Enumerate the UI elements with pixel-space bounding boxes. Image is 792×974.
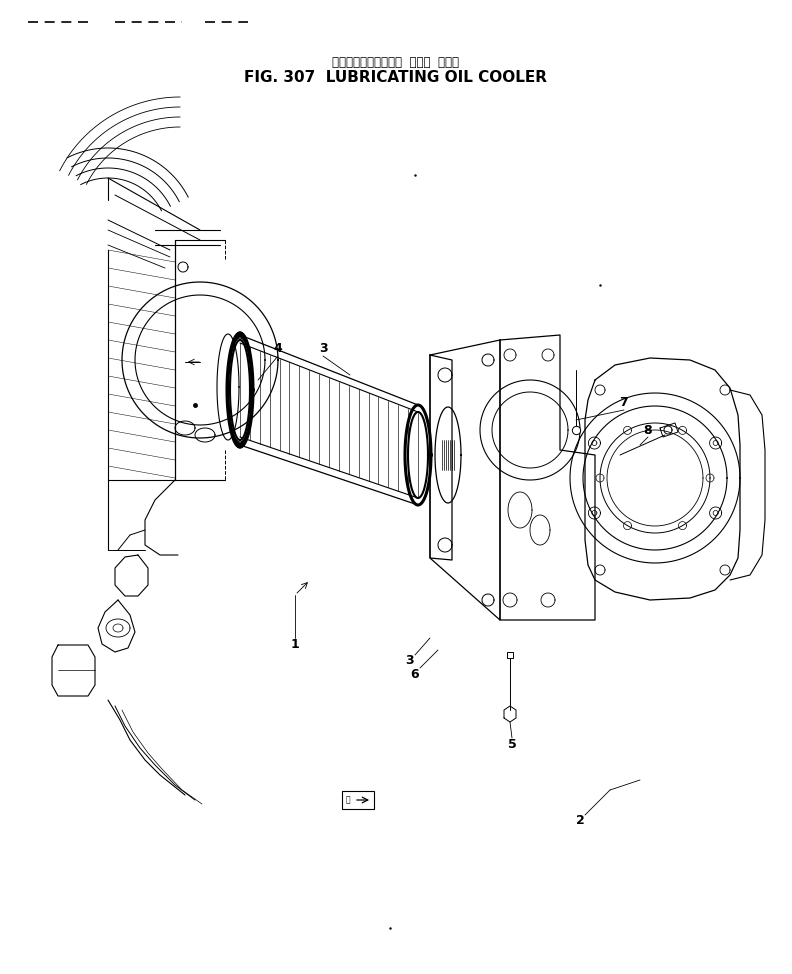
Text: 2: 2	[576, 813, 584, 827]
Text: 5: 5	[508, 738, 516, 752]
Text: 4: 4	[273, 342, 283, 355]
Text: FIG. 307  LUBRICATING OIL COOLER: FIG. 307 LUBRICATING OIL COOLER	[245, 70, 547, 86]
Text: 7: 7	[619, 395, 628, 408]
Text: 8: 8	[644, 424, 653, 436]
Text: 3: 3	[318, 342, 327, 355]
Text: ルーブリケーティング  オイル  クーラ: ルーブリケーティング オイル クーラ	[333, 56, 459, 68]
Text: 前: 前	[346, 796, 351, 805]
Text: 6: 6	[411, 668, 419, 682]
Text: 3: 3	[406, 654, 414, 666]
FancyBboxPatch shape	[342, 791, 374, 809]
Text: 1: 1	[291, 639, 299, 652]
